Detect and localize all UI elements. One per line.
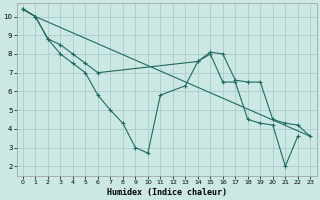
X-axis label: Humidex (Indice chaleur): Humidex (Indice chaleur): [107, 188, 227, 197]
